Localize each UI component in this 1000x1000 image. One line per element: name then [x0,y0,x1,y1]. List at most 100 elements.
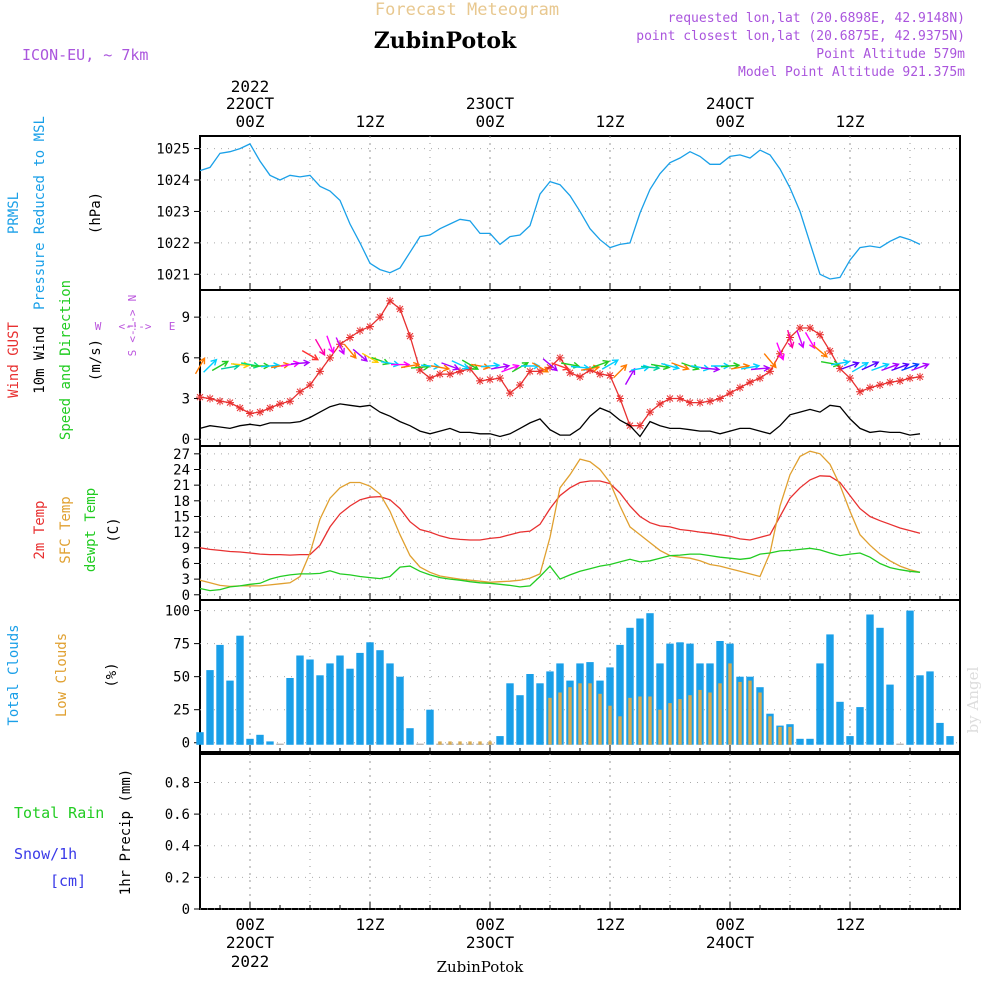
low-cloud-bar [628,697,632,745]
y-tick-label: 9 [182,541,190,557]
low-cloud-bar [778,726,782,745]
precip-legend-label: Snow/1h [14,845,77,863]
gust-point [686,398,694,407]
total-cloud-bar [366,642,374,745]
compass-n: N [126,295,139,302]
cloud-bars [196,610,954,745]
wind-arrow [787,329,795,349]
total-cloud-bar [796,738,804,745]
gust-point [916,372,924,381]
y-tick-label: 25 [173,703,190,719]
time-label-top: 12Z [596,112,625,131]
total-cloud-bar [866,614,874,745]
wind-arrow [830,359,851,366]
total-cloud-bar [506,683,514,745]
gust-point [306,380,314,389]
time-label-top: 00Z [236,112,265,131]
panel-label: Wind GUST [6,322,22,398]
total-cloud-bar [926,671,934,745]
gust-point [206,394,214,403]
panel-label: PRMSL [6,192,22,234]
gust-point [456,367,464,376]
gust-point [286,397,294,406]
time-label-top: 12Z [356,112,385,131]
gust-point [236,404,244,413]
panel-label: Speed and Direction [58,280,74,440]
series-2m-temp [199,475,921,556]
total-cloud-bar [246,738,254,745]
panel-frame [199,753,961,910]
low-cloud-bar [648,696,652,745]
panels: 1021 1022 1023 1024 1025 PRMSL Pressure Reduce… [6,116,961,918]
gust-point [246,409,254,418]
panel-pressure: 1021 1022 1023 1024 1025 PRMSL Pressure Reduce… [6,116,961,310]
y-tick-label: 0.6 [165,807,190,823]
gust-point [556,353,564,362]
gust-point [636,421,644,430]
total-cloud-bar [496,736,504,745]
gust-point [526,367,534,376]
low-cloud-bar [728,663,732,745]
total-cloud-bar [826,634,834,745]
low-cloud-bar [608,705,612,745]
wind-arrow [881,362,900,372]
wind-arrow [796,330,805,349]
panel-label: dewpt Temp [83,488,99,572]
gust-point [296,387,304,396]
wind-arrow [451,360,470,370]
wind-arrow [804,332,816,350]
time-label-bottom: 00Z [476,915,505,934]
wind-arrow [335,337,345,356]
wind-arrows [194,329,930,385]
total-cloud-bar [846,736,854,745]
wind-arrow [911,362,930,372]
panel-frame [199,445,961,601]
wind-arrow [624,367,636,385]
gust-point [536,367,544,376]
time-label-top: 12Z [836,112,865,131]
precip-legend-label: Total Rain [14,804,104,822]
y-tick-label: 0.8 [165,775,190,791]
time-label-bottom: 12Z [836,915,865,934]
panel-label: 10m Wind [32,326,48,393]
gust-point [356,326,364,335]
wind-arrow [501,364,520,373]
wind-arrow [740,363,761,371]
wind-arrow [671,362,690,371]
wind-arrow [630,364,651,372]
series-prmsl [199,143,921,280]
panel-wind: 0 3 6 9 Wind GUST 10m Wind Speed and Direction… [6,280,961,448]
total-cloud-bar [276,743,284,745]
wind-arrow [194,356,206,375]
total-cloud-bar [896,743,904,745]
low-cloud-bar [578,683,582,745]
gust-point [276,399,284,408]
gust-point [496,374,504,383]
gust-point [486,375,494,384]
gust-point [856,387,864,396]
panel-clouds: 0 25 50 75 100 Total Clouds Low Clouds (%) [6,599,961,753]
low-cloud-bar [708,692,712,745]
gust-point [466,364,474,373]
total-cloud-bar [306,659,314,745]
time-label-bottom: 2022 [231,952,270,971]
gust-point [516,380,524,389]
total-cloud-bar [936,722,944,745]
wind-arrow [591,359,610,369]
low-cloud-bar [788,726,792,745]
wind-arrow [871,362,890,372]
gust-point [396,304,404,313]
grid-lines [200,136,960,290]
gust-point [196,393,204,402]
watermark: by Angel [964,666,982,733]
gust-point [216,397,224,406]
wind-arrow [352,348,369,362]
gust-point [876,380,884,389]
y-tick-label: 18 [173,494,190,510]
y-tick-label: 6 [182,556,190,572]
total-cloud-bar [816,663,824,745]
gust-point [406,332,414,341]
gust-point [716,394,724,403]
wind-arrow [700,365,721,373]
